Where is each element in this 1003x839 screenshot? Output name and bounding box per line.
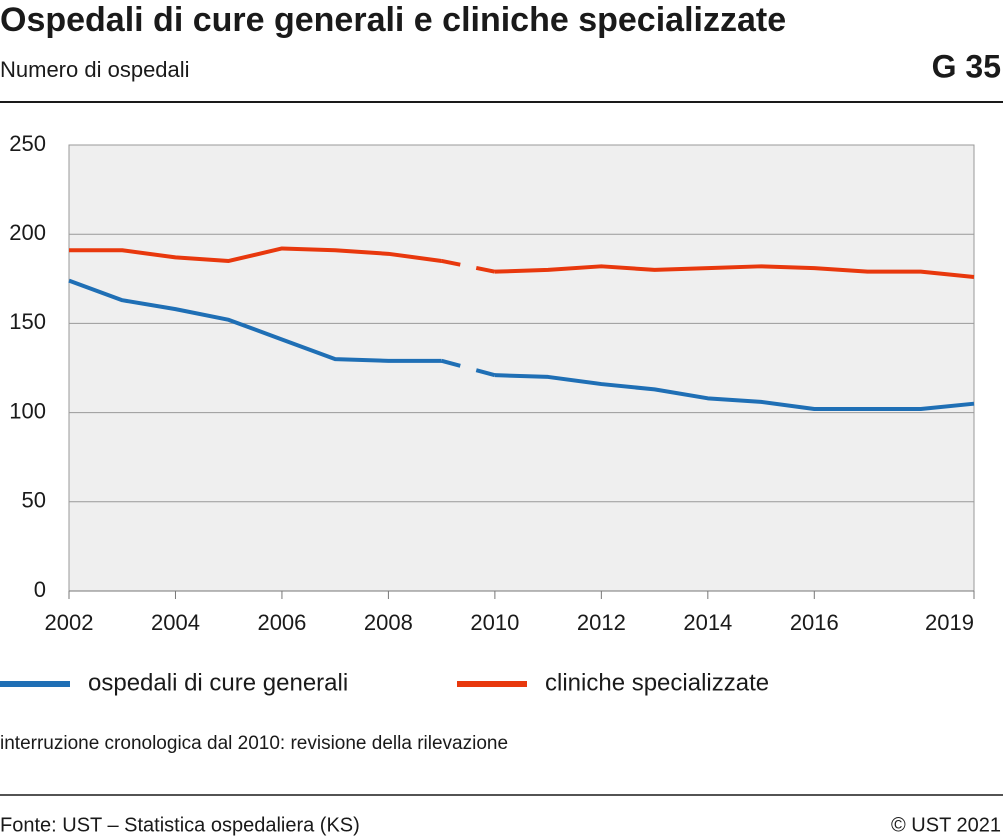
x-tick-label: 2008: [364, 610, 413, 635]
y-tick-label: 0: [34, 577, 46, 602]
x-tick-label: 2004: [151, 610, 200, 635]
source: Fonte: UST – Statistica ospedaliera (KS): [0, 814, 360, 836]
series-line: [69, 246, 442, 263]
x-tick-label: 2006: [257, 610, 306, 635]
chart-title: Ospedali di cure generali e cliniche spe…: [0, 1, 786, 39]
y-tick-label: 200: [9, 220, 46, 245]
break-stub: [441, 358, 461, 368]
y-tick-label: 50: [22, 488, 46, 513]
x-tick-label: 2019: [925, 610, 974, 635]
y-tick-label: 250: [9, 131, 46, 156]
y-tick-label: 150: [9, 309, 46, 334]
legend-label: ospedali di cure generali: [88, 669, 348, 696]
copyright: © UST 2021: [891, 814, 1001, 836]
series-line: [68, 278, 442, 363]
x-tick-label: 2014: [683, 610, 732, 635]
break-stub: [475, 368, 496, 378]
x-tick-label: 2010: [470, 610, 519, 635]
y-tick-label: 100: [9, 398, 46, 423]
legend-label: cliniche specializzate: [545, 669, 769, 696]
x-tick-label: 2002: [45, 610, 94, 635]
plot-area: [68, 144, 975, 592]
x-tick-label: 2016: [790, 610, 839, 635]
x-tick-label: 2012: [577, 610, 626, 635]
series-line: [494, 373, 975, 412]
series-line: [494, 264, 975, 280]
note: interruzione cronologica dal 2010: revis…: [0, 733, 508, 754]
break-stub: [441, 258, 461, 267]
break-stub: [475, 265, 496, 274]
chart-subtitle: Numero di ospedali: [0, 57, 190, 82]
chart-id: G 35: [932, 48, 1001, 84]
